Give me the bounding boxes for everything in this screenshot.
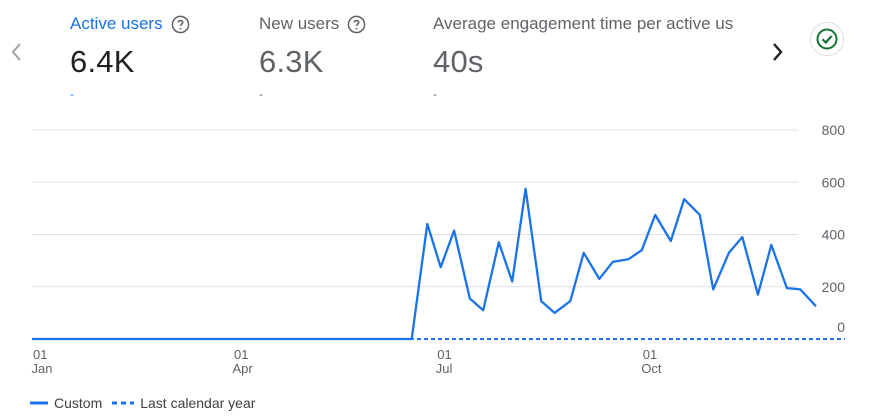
check-circle-icon xyxy=(816,28,838,50)
chevron-right-icon xyxy=(773,43,783,61)
y-axis-ticks: 0 200 400 600 800 xyxy=(822,122,846,335)
metric-card-active-users[interactable]: Active users 6.4K - xyxy=(70,14,190,100)
chart-legend: Custom Last calendar year xyxy=(30,395,265,411)
chart-gridlines xyxy=(32,129,798,288)
metric-value: 40s xyxy=(433,44,484,79)
legend-item-last-calendar-year[interactable]: Last calendar year xyxy=(112,395,255,411)
series-line-custom xyxy=(32,187,817,341)
y-tick-label: 800 xyxy=(822,122,846,138)
y-tick-label: 0 xyxy=(837,319,845,335)
metric-value: 6.3K xyxy=(259,44,324,79)
x-tick-day-label: 01 xyxy=(33,347,47,362)
legend-dashed-line-swatch xyxy=(112,401,135,405)
next-metric-button[interactable] xyxy=(768,40,786,64)
legend-label: Last calendar year xyxy=(140,395,256,411)
chart-series xyxy=(32,187,845,341)
metric-delta: - xyxy=(433,87,437,100)
metric-card-average-engagement-time[interactable]: Average engagement time per active us 40… xyxy=(433,14,758,100)
x-tick-day-label: 01 xyxy=(643,347,657,362)
x-tick-day-label: 01 xyxy=(234,347,248,362)
legend-solid-line-swatch xyxy=(30,401,48,405)
help-circle-icon[interactable] xyxy=(347,15,366,34)
x-tick-day-label: 01 xyxy=(437,347,451,362)
metric-value: 6.4K xyxy=(70,44,135,79)
x-tick-month-label: Jul xyxy=(436,361,453,376)
legend-label: Custom xyxy=(54,395,103,411)
metric-label: Average engagement time per active us xyxy=(433,14,734,33)
metric-delta: - xyxy=(70,87,74,101)
legend-item-custom[interactable]: Custom xyxy=(30,395,102,411)
chevron-left-icon xyxy=(11,43,21,61)
metric-label: New users xyxy=(259,14,340,33)
metric-card-new-users[interactable]: New users 6.3K - xyxy=(259,14,366,100)
previous-metric-button[interactable] xyxy=(8,40,26,64)
data-quality-status-button[interactable] xyxy=(810,22,844,56)
metric-delta: - xyxy=(259,87,263,101)
y-tick-label: 200 xyxy=(822,279,846,295)
metric-label: Active users xyxy=(70,14,163,33)
y-tick-label: 600 xyxy=(822,174,846,190)
help-circle-icon[interactable] xyxy=(171,15,190,34)
x-tick-month-label: Jan xyxy=(32,361,53,376)
x-tick-month-label: Apr xyxy=(233,361,254,376)
x-tick-month-label: Oct xyxy=(641,361,662,376)
y-tick-label: 400 xyxy=(822,227,846,243)
